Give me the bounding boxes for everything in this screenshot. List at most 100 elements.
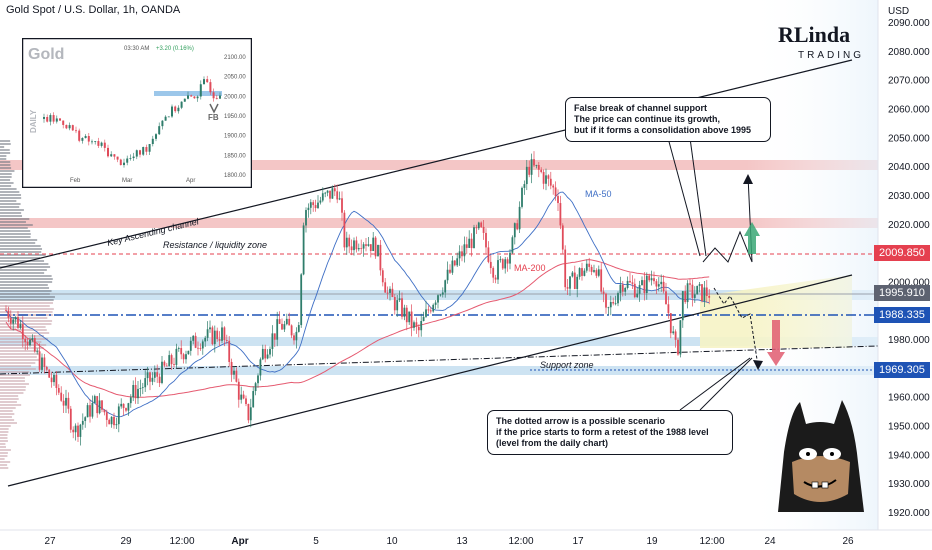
volume-bar: [0, 167, 12, 169]
candle-body: [401, 298, 403, 317]
volume-bar: [0, 410, 13, 412]
candle-body: [324, 192, 327, 194]
candle-body: [7, 310, 10, 318]
inset-month-label: Mar: [122, 178, 132, 184]
inset-tick-label: 2050.00: [224, 75, 246, 81]
candle-body: [703, 287, 706, 301]
volume-bar: [0, 449, 11, 451]
candle-body: [585, 263, 588, 271]
candle-body: [180, 348, 183, 355]
top-note-line: False break of channel support: [574, 103, 708, 113]
candle-body: [439, 294, 442, 296]
price-axis[interactable]: 2090.000 2080.000 2070.000 2060.000 2050.000…: [888, 18, 930, 519]
candle-body: [43, 357, 46, 367]
top-note-pointer: [667, 137, 701, 257]
volume-bar: [0, 176, 12, 178]
volume-bar: [0, 173, 12, 175]
candle-body: [228, 340, 231, 362]
price-tick-label: 1920.000: [888, 508, 930, 519]
candle-body: [413, 322, 415, 328]
candle-body: [185, 354, 187, 360]
volume-bar: [0, 149, 10, 151]
volume-bar: [0, 398, 19, 400]
volume-bar: [0, 161, 11, 163]
candle-body: [681, 291, 684, 321]
inset-candle-body: [55, 118, 58, 122]
candle-body: [84, 417, 87, 421]
candle-body: [583, 270, 586, 276]
inset-candle-body: [110, 154, 113, 157]
candle-body: [259, 359, 262, 376]
candle-body: [41, 357, 43, 370]
candle-body: [5, 310, 7, 312]
bottom-note-line: if the price starts to form a retest of …: [496, 427, 709, 437]
candle-body: [96, 396, 99, 414]
candle-body: [523, 184, 526, 188]
candle-body: [72, 429, 75, 433]
inset-candle-body: [171, 106, 173, 117]
candle-body: [420, 320, 423, 331]
volume-bar: [0, 251, 42, 253]
candle-body: [355, 240, 358, 250]
candle-body: [432, 304, 435, 312]
candle-body: [213, 330, 216, 345]
volume-bar: [0, 155, 7, 157]
inset-candle-body: [219, 95, 221, 99]
volume-bar: [0, 143, 11, 145]
candle-body: [53, 374, 55, 383]
candle-body: [21, 324, 24, 339]
candle-body: [182, 354, 185, 360]
candle-body: [470, 238, 473, 249]
top-note-line: The price can continue its growth,: [574, 114, 721, 124]
candle-body: [285, 318, 288, 325]
candle-body: [211, 327, 214, 345]
candle-body: [384, 282, 387, 293]
volume-bar: [0, 242, 36, 244]
inset-candle-body: [155, 134, 157, 139]
candle-body: [305, 210, 307, 226]
inset-candle-body: [43, 116, 45, 119]
candle-body: [672, 331, 675, 334]
time-tick-label: 12:00: [508, 536, 533, 547]
candle-body: [648, 275, 651, 281]
volume-bar: [0, 203, 21, 205]
candle-body: [434, 302, 437, 305]
candle-body: [494, 277, 497, 280]
inset-candle-body: [81, 138, 84, 141]
candle-body: [235, 370, 238, 382]
bear-scenario-path: [713, 287, 759, 367]
time-tick-label: 10: [386, 536, 398, 547]
candle-body: [132, 385, 135, 398]
candle-body: [626, 280, 629, 288]
price-tick-label: 2000.000: [888, 277, 930, 288]
candle-body: [283, 324, 286, 330]
candle-body: [117, 406, 120, 425]
candle-body: [612, 301, 615, 304]
candle-body: [153, 372, 156, 378]
volume-bar: [0, 215, 23, 217]
inset-candle-body: [132, 156, 135, 159]
candle-body: [624, 287, 627, 292]
ma50-line: [5, 191, 710, 418]
top-note-pointer-2: [689, 137, 707, 257]
inset-candle-body: [164, 116, 167, 121]
candle-body: [691, 284, 694, 298]
volume-bar: [0, 353, 40, 355]
candle-body: [686, 283, 689, 303]
inset-candle-body: [215, 98, 218, 100]
volume-bar: [0, 404, 22, 406]
inset-candle-body: [78, 130, 81, 141]
candle-body: [125, 408, 127, 411]
time-axis[interactable]: 27 29 12:00 Apr 5 10 13 12:00 17 19 12:00 24 26: [44, 536, 854, 547]
volume-bar: [0, 434, 8, 436]
inset-candle-body: [123, 162, 125, 166]
volume-bar: [0, 185, 12, 187]
candle-body: [631, 282, 634, 284]
inset-candle-body: [135, 150, 138, 157]
candle-body: [497, 260, 499, 280]
candle-body: [561, 225, 564, 250]
candle-body: [242, 394, 245, 399]
candle-body: [602, 291, 605, 294]
candle-body: [170, 355, 173, 365]
candle-body: [662, 281, 665, 292]
